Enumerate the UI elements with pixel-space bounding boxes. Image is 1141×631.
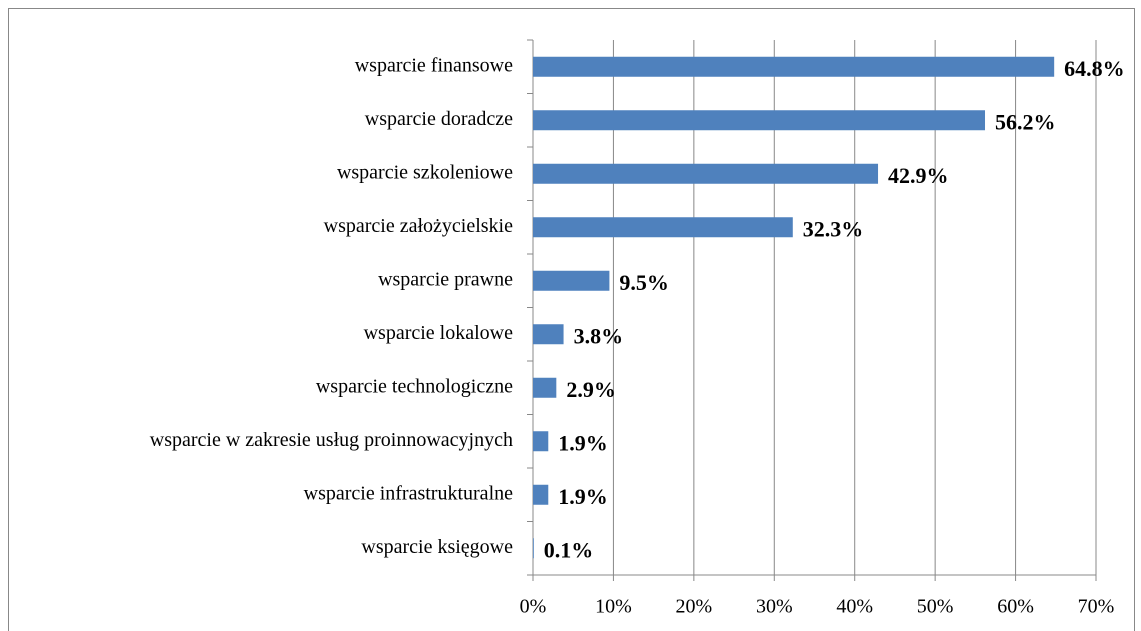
y-tick-label: wsparcie lokalowe xyxy=(364,322,514,344)
x-tick-label: 40% xyxy=(836,596,873,618)
x-tick-label: 70% xyxy=(1078,596,1115,618)
value-label: 1.9% xyxy=(558,430,608,455)
x-tick-label: 50% xyxy=(917,596,954,618)
bar xyxy=(533,431,549,452)
value-label: 56.2% xyxy=(995,109,1056,134)
x-tick-label: 30% xyxy=(756,596,793,618)
x-tick-label: 20% xyxy=(676,596,713,618)
bar xyxy=(533,270,610,291)
x-tick-label: 10% xyxy=(595,596,632,618)
value-label: 3.8% xyxy=(574,323,624,348)
bar xyxy=(533,110,986,131)
value-label: 1.9% xyxy=(558,484,608,509)
y-tick-label: wsparcie szkoleniowe xyxy=(337,161,513,183)
value-label: 9.5% xyxy=(619,270,669,295)
y-tick-label: wsparcie założycielskie xyxy=(324,215,513,237)
y-tick-label: wsparcie infrastrukturalne xyxy=(304,482,513,504)
bar xyxy=(533,324,564,345)
value-label: 2.9% xyxy=(566,377,616,402)
bar xyxy=(533,56,1055,77)
y-tick-label: wsparcie księgowe xyxy=(361,536,513,558)
bar xyxy=(533,377,557,398)
y-tick-label: wsparcie technologiczne xyxy=(316,375,513,397)
x-tick-label: 0% xyxy=(520,596,547,618)
value-label: 32.3% xyxy=(803,216,864,241)
x-tick-label: 60% xyxy=(997,596,1034,618)
y-tick-label: wsparcie prawne xyxy=(378,268,513,290)
value-label: 0.1% xyxy=(544,537,594,562)
value-label: 64.8% xyxy=(1064,56,1125,81)
bar xyxy=(533,163,879,184)
bar xyxy=(533,217,793,238)
bar xyxy=(533,484,549,505)
bar xyxy=(533,538,534,559)
y-tick-label: wsparcie finansowe xyxy=(355,54,513,76)
frame xyxy=(8,8,1135,631)
y-tick-label: wsparcie w zakresie usług proinnowacyjny… xyxy=(150,429,513,451)
y-tick-label: wsparcie doradcze xyxy=(365,108,513,130)
value-label: 42.9% xyxy=(888,163,949,188)
